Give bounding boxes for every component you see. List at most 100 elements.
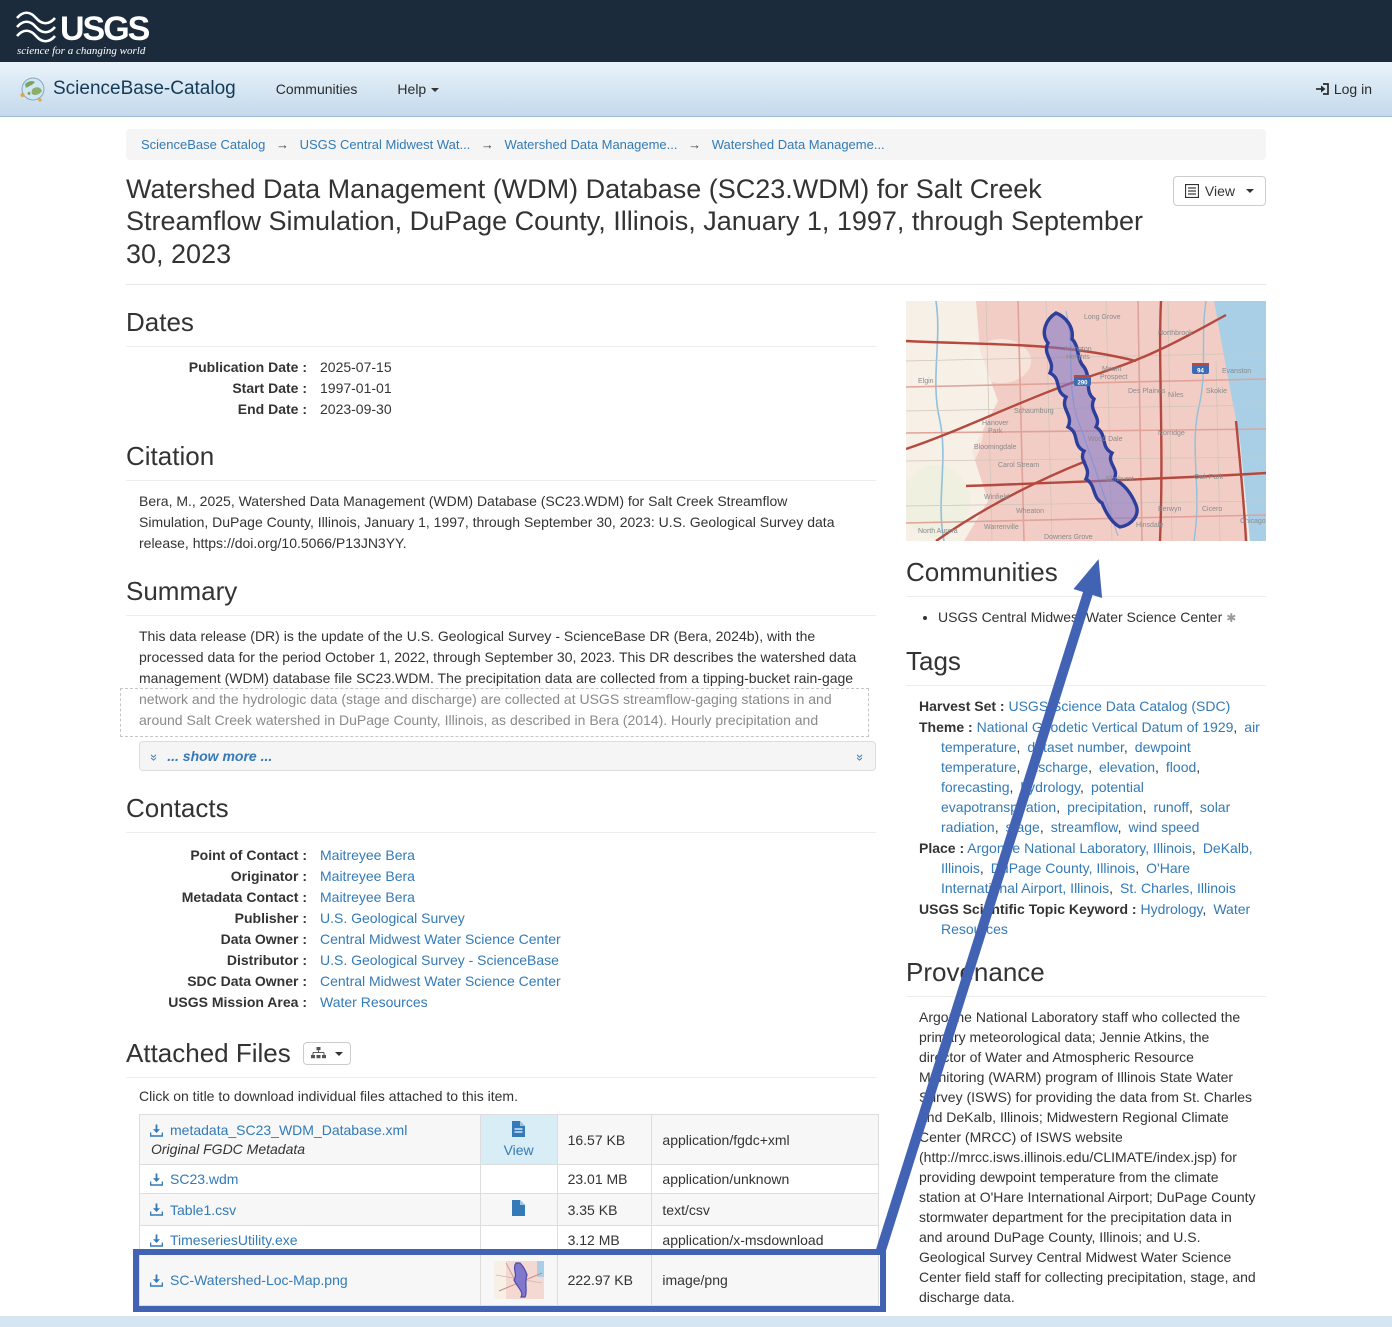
contact-link[interactable]: Maitreyee Bera bbox=[320, 889, 415, 906]
breadcrumb-item[interactable]: USGS Central Midwest Wat... bbox=[299, 137, 471, 152]
svg-text:290: 290 bbox=[1077, 381, 1088, 387]
tag-link[interactable]: hydrology bbox=[1020, 779, 1081, 796]
show-more-button[interactable]: » ... show more ... » bbox=[139, 741, 876, 772]
view-button[interactable]: View bbox=[1172, 176, 1266, 206]
usgs-header-bar: USGS science for a changing world bbox=[0, 0, 1392, 62]
tag-link[interactable]: elevation bbox=[1098, 759, 1156, 776]
usgs-logo[interactable]: USGS science for a changing world bbox=[14, 7, 234, 57]
file-size: 23.01 MB bbox=[556, 1164, 653, 1195]
svg-text:Berwyn: Berwyn bbox=[1158, 506, 1181, 513]
svg-text:Downers Grove: Downers Grove bbox=[1044, 534, 1093, 541]
file-type: application/unknown bbox=[651, 1164, 879, 1195]
download-icon bbox=[150, 1274, 163, 1287]
usgs-logo-text: USGS bbox=[60, 10, 150, 48]
file-size: 3.35 KB bbox=[556, 1193, 653, 1227]
contact-label: Publisher : bbox=[234, 910, 307, 927]
document-icon[interactable] bbox=[512, 1200, 526, 1217]
contact-label: SDC Data Owner : bbox=[187, 973, 307, 990]
citation-heading: Citation bbox=[126, 441, 876, 482]
svg-text:Wood Dale: Wood Dale bbox=[1088, 436, 1123, 443]
tag-link[interactable]: Hydrology bbox=[1140, 901, 1203, 918]
date-value: 1997-01-01 bbox=[320, 380, 392, 397]
map-thumbnail-icon[interactable] bbox=[493, 1261, 544, 1300]
nav-item-communities[interactable]: Communities bbox=[275, 81, 358, 97]
tag-link[interactable]: flood bbox=[1165, 759, 1197, 776]
chevron-down-icon bbox=[1246, 189, 1254, 193]
file-size: 16.57 KB bbox=[556, 1114, 653, 1166]
usgs-tagline: science for a changing world bbox=[17, 45, 146, 57]
svg-text:Park: Park bbox=[988, 428, 1003, 435]
svg-text:Schaumburg: Schaumburg bbox=[1014, 408, 1054, 415]
contact-link[interactable]: Water Resources bbox=[320, 994, 428, 1011]
tag-link[interactable]: precipitation bbox=[1067, 799, 1143, 816]
file-download-link[interactable]: Table1.csv bbox=[170, 1201, 237, 1218]
contact-link[interactable]: U.S. Geological Survey bbox=[320, 910, 465, 927]
file-download-link[interactable]: SC-Watershed-Loc-Map.png bbox=[170, 1272, 348, 1289]
tag-link[interactable]: dataset number bbox=[1027, 739, 1124, 756]
file-size: 222.97 KB bbox=[556, 1254, 653, 1307]
tag-link[interactable]: runoff bbox=[1153, 799, 1190, 816]
tag-link[interactable]: discharge bbox=[1027, 759, 1089, 776]
tag-link[interactable]: streamflow bbox=[1050, 819, 1118, 836]
file-download-link[interactable]: metadata_SC23_WDM_Database.xml bbox=[170, 1122, 408, 1139]
tag-link[interactable]: USGS Science Data Catalog (SDC) bbox=[1008, 698, 1231, 715]
summary-heading: Summary bbox=[126, 576, 876, 617]
breadcrumb-item[interactable]: Watershed Data Manageme... bbox=[711, 137, 885, 152]
view-file-button[interactable]: View bbox=[479, 1114, 558, 1166]
file-download-link[interactable]: TimeseriesUtility.exe bbox=[170, 1232, 298, 1249]
file-download-link[interactable]: SC23.wdm bbox=[170, 1171, 239, 1188]
chevron-down-icon bbox=[334, 1051, 343, 1056]
svg-text:Heights: Heights bbox=[1066, 354, 1090, 361]
summary-text: This data release (DR) is the update of … bbox=[139, 628, 857, 687]
brand-label: ScienceBase-Catalog bbox=[53, 78, 236, 99]
svg-text:Mount: Mount bbox=[1102, 366, 1122, 373]
svg-text:Chicago: Chicago bbox=[1240, 518, 1266, 525]
tag-link[interactable]: wind speed bbox=[1128, 819, 1200, 836]
attached-files-table: metadata_SC23_WDM_Database.xml Original … bbox=[139, 1114, 879, 1307]
tag-group-theme: Theme : National Geodetic Vertical Datum… bbox=[919, 719, 1260, 836]
breadcrumb-item[interactable]: ScienceBase Catalog bbox=[141, 137, 266, 152]
file-tree-toggle-button[interactable] bbox=[302, 1042, 351, 1066]
double-chevron-down-icon: » bbox=[852, 753, 868, 759]
svg-text:Niles: Niles bbox=[1168, 392, 1184, 399]
file-type: image/png bbox=[651, 1254, 879, 1307]
svg-text:Long Grove: Long Grove bbox=[1084, 314, 1121, 321]
tag-link[interactable]: St. Charles, Illinois bbox=[1119, 880, 1236, 897]
svg-text:94: 94 bbox=[1197, 369, 1204, 375]
file-type: application/x-msdownload bbox=[651, 1225, 879, 1256]
community-item[interactable]: USGS Central Midwest Water Science Cente… bbox=[938, 607, 1266, 628]
breadcrumb-item[interactable]: Watershed Data Manageme... bbox=[504, 137, 678, 152]
citation-text: Bera, M., 2025, Watershed Data Managemen… bbox=[139, 493, 835, 552]
svg-text:Prospect: Prospect bbox=[1100, 374, 1128, 381]
file-row-map: SC-Watershed-Loc-Map.png bbox=[139, 1254, 879, 1307]
contact-link[interactable]: Maitreyee Bera bbox=[320, 868, 415, 885]
tag-link[interactable]: forecasting bbox=[941, 779, 1010, 796]
nav-item-help[interactable]: Help bbox=[397, 81, 440, 97]
contact-link[interactable]: Maitreyee Bera bbox=[320, 847, 415, 864]
globe-icon bbox=[20, 77, 45, 102]
svg-text:Evanston: Evanston bbox=[1222, 368, 1251, 375]
footer-strip bbox=[0, 1316, 1392, 1327]
attached-files-heading: Attached Files bbox=[126, 1038, 291, 1069]
table-row: metadata_SC23_WDM_Database.xml Original … bbox=[139, 1114, 879, 1166]
svg-text:Cicero: Cicero bbox=[1202, 506, 1222, 513]
tag-link[interactable]: National Geodetic Vertical Datum of 1929 bbox=[976, 719, 1234, 736]
breadcrumb-separator: → bbox=[275, 137, 289, 152]
brand-sciencebase-catalog[interactable]: ScienceBase-Catalog bbox=[20, 76, 236, 102]
tag-link[interactable]: stage bbox=[1005, 819, 1040, 836]
tag-link[interactable]: DuPage County, Illinois bbox=[990, 860, 1136, 877]
svg-text:Arlington: Arlington bbox=[1064, 346, 1092, 353]
file-type: text/csv bbox=[651, 1193, 879, 1227]
contacts-list: Point of Contact : Maitreyee Bera Origin… bbox=[126, 845, 876, 1012]
tag-group-place: Place : Argonne National Laboratory, Ill… bbox=[919, 840, 1253, 897]
tag-link[interactable]: Argonne National Laboratory, Illinois bbox=[967, 840, 1192, 857]
file-subtitle: Original FGDC Metadata bbox=[151, 1141, 306, 1158]
contact-link[interactable]: Central Midwest Water Science Center bbox=[320, 931, 561, 948]
download-icon bbox=[150, 1173, 163, 1186]
breadcrumb: ScienceBase Catalog → USGS Central Midwe… bbox=[126, 129, 1266, 160]
contact-link[interactable]: Central Midwest Water Science Center bbox=[320, 973, 561, 990]
watershed-map[interactable]: 290 94 Long Grove Northbrook ArlingtonHeigh… bbox=[902, 301, 1267, 543]
contact-link[interactable]: U.S. Geological Survey - ScienceBase bbox=[320, 952, 559, 969]
tags-heading: Tags bbox=[906, 646, 1266, 687]
login-button[interactable]: Log in bbox=[1315, 81, 1372, 97]
